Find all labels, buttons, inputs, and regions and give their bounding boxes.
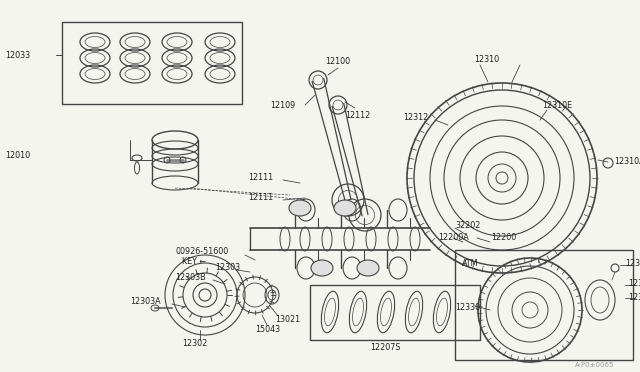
Text: 15043: 15043 bbox=[255, 326, 280, 334]
Text: KEY ←: KEY ← bbox=[182, 257, 206, 266]
Text: 12333: 12333 bbox=[628, 279, 640, 288]
Text: 12200: 12200 bbox=[491, 234, 516, 243]
Text: 12112: 12112 bbox=[345, 110, 371, 119]
Text: 12302: 12302 bbox=[182, 339, 207, 347]
Text: 12331: 12331 bbox=[628, 294, 640, 302]
Bar bbox=[455, 250, 633, 360]
Text: 12100: 12100 bbox=[325, 58, 350, 67]
Bar bbox=[62, 22, 242, 104]
Text: 12207S: 12207S bbox=[370, 343, 401, 353]
Text: A·P0±0065: A·P0±0065 bbox=[575, 362, 614, 368]
Ellipse shape bbox=[357, 260, 379, 276]
Text: 12310A: 12310A bbox=[614, 157, 640, 167]
Text: 12111: 12111 bbox=[248, 193, 273, 202]
Text: 00926-51600: 00926-51600 bbox=[175, 247, 228, 257]
Text: 12111: 12111 bbox=[248, 173, 273, 183]
Text: 13021: 13021 bbox=[275, 315, 300, 324]
Text: 12200A: 12200A bbox=[438, 232, 468, 241]
Ellipse shape bbox=[334, 200, 356, 216]
Text: 12303A: 12303A bbox=[130, 298, 161, 307]
Text: 12033: 12033 bbox=[5, 51, 30, 60]
Text: 12310: 12310 bbox=[474, 55, 499, 64]
Text: 12330: 12330 bbox=[455, 302, 480, 311]
Text: 12303B: 12303B bbox=[175, 273, 205, 282]
Ellipse shape bbox=[289, 200, 311, 216]
Text: 32202: 32202 bbox=[455, 221, 481, 230]
Text: 12310E: 12310E bbox=[542, 100, 572, 109]
Text: 12303: 12303 bbox=[215, 263, 240, 272]
Text: 12109: 12109 bbox=[270, 100, 295, 109]
Text: 12010: 12010 bbox=[5, 151, 30, 160]
Text: 12310A: 12310A bbox=[625, 259, 640, 267]
Ellipse shape bbox=[311, 260, 333, 276]
Text: ATM: ATM bbox=[462, 259, 479, 267]
Text: 12312: 12312 bbox=[403, 112, 428, 122]
